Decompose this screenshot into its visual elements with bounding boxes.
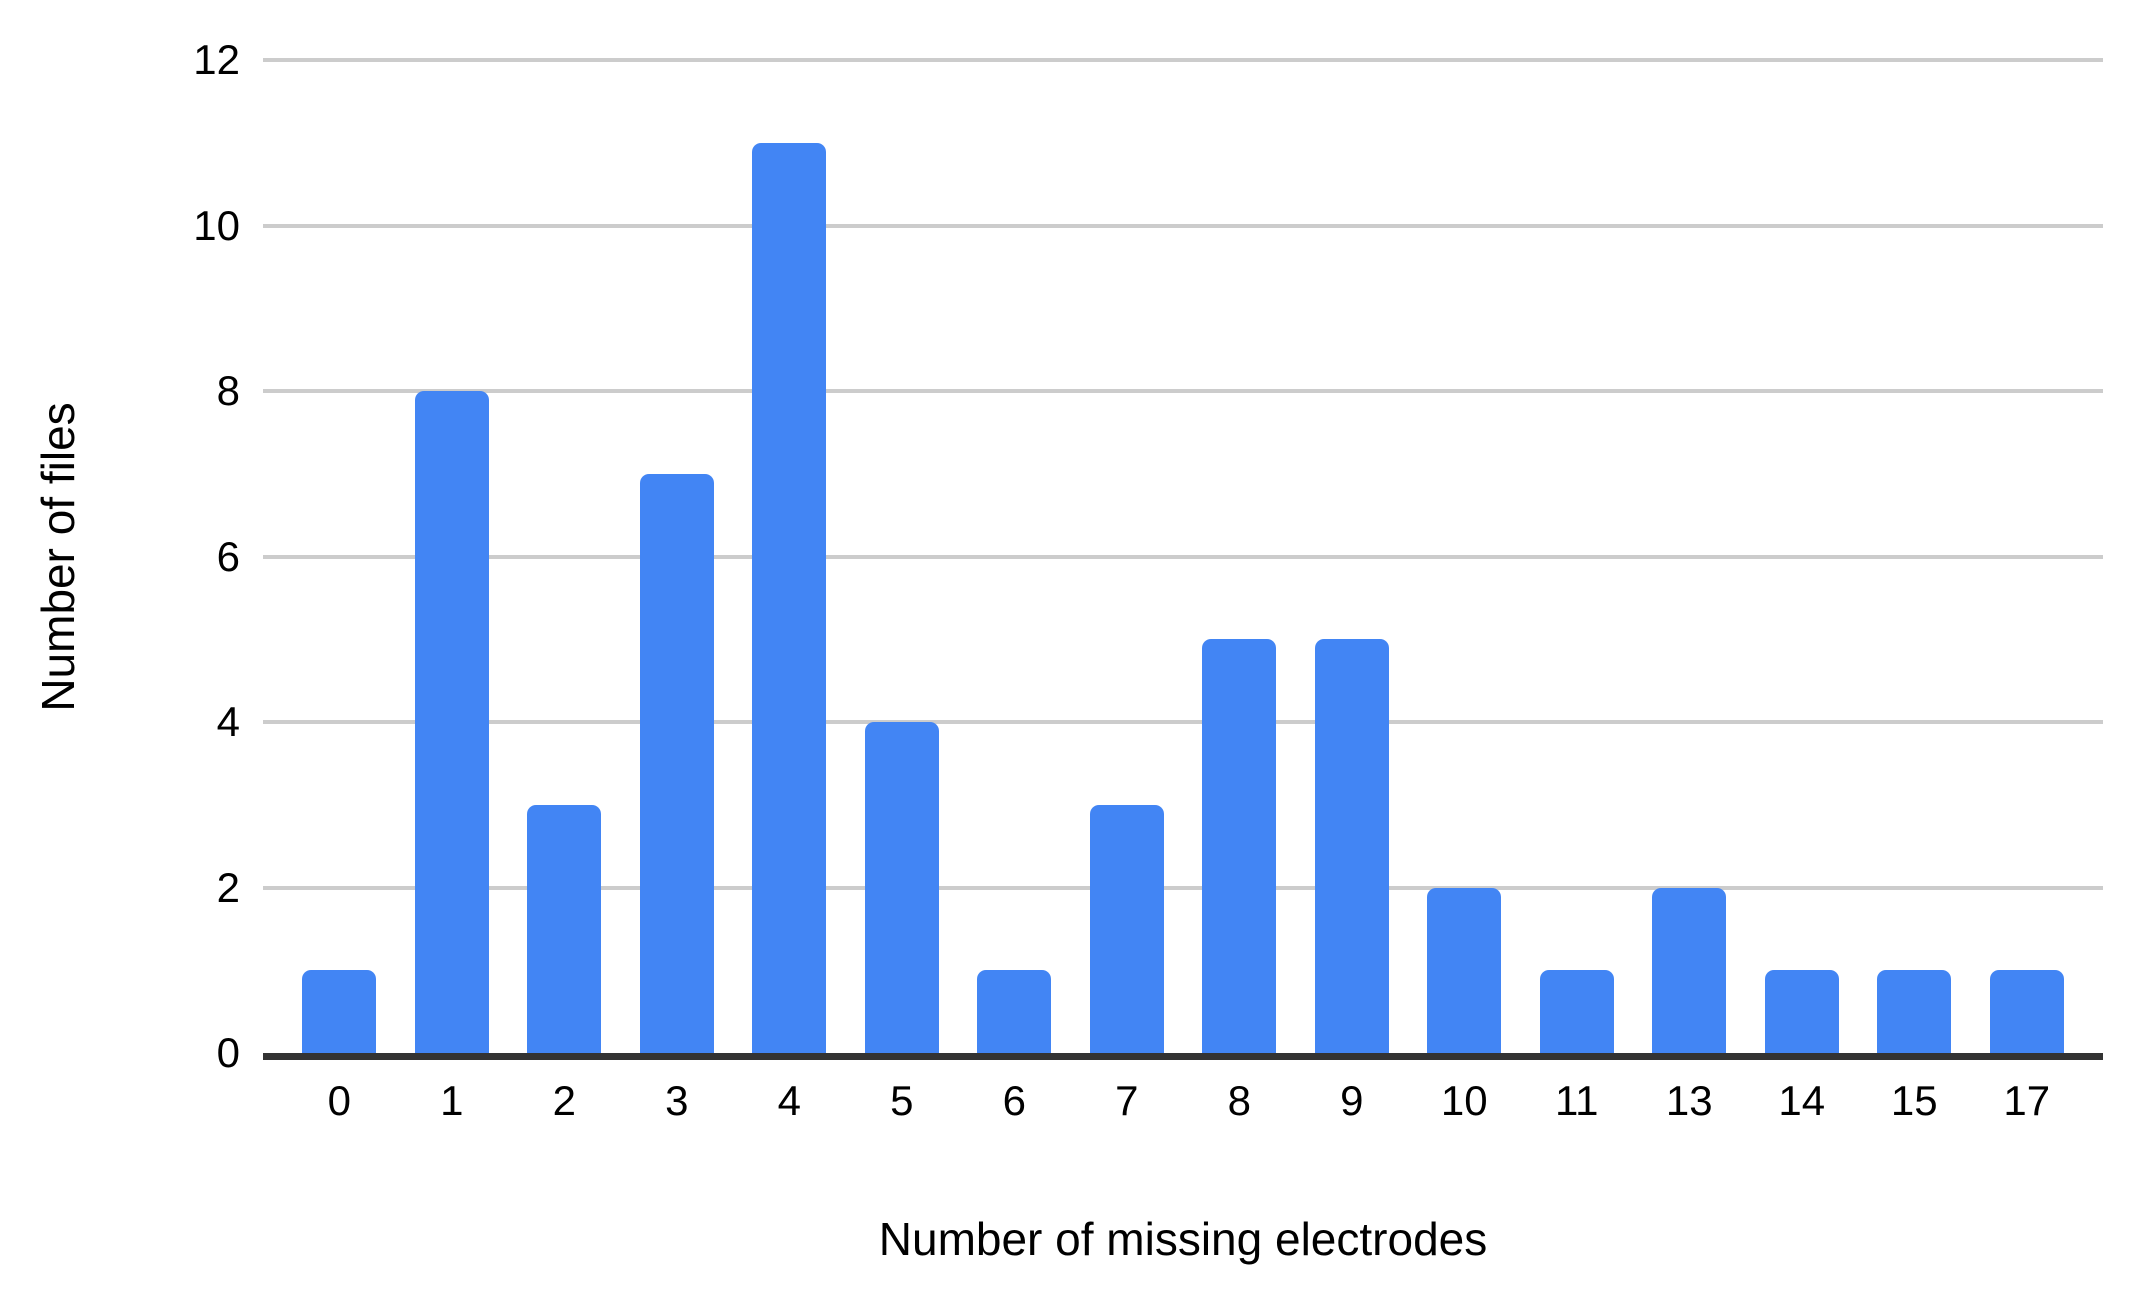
bar-slot xyxy=(1633,60,1746,1053)
x-tick-label: 5 xyxy=(890,1077,914,1124)
bar xyxy=(1089,804,1164,1053)
bar-slot xyxy=(1071,60,1184,1053)
gridline xyxy=(263,720,2103,725)
bar-slot xyxy=(621,60,734,1053)
bar xyxy=(1314,639,1389,1053)
bar xyxy=(302,970,377,1053)
x-tick-label: 3 xyxy=(665,1077,689,1124)
bar-slot xyxy=(1858,60,1971,1053)
gridline xyxy=(263,223,2103,228)
y-tick-label: 6 xyxy=(216,532,240,580)
x-tick-label: 9 xyxy=(1340,1077,1364,1124)
bar xyxy=(414,391,489,1053)
bar xyxy=(1427,887,1502,1053)
bar xyxy=(1877,970,1952,1053)
bar xyxy=(1764,970,1839,1053)
bar-slot xyxy=(1971,60,2084,1053)
bar-slot xyxy=(396,60,509,1053)
x-tick-label: 8 xyxy=(1227,1077,1251,1124)
gridline xyxy=(263,389,2103,394)
x-tick-label: 11 xyxy=(1554,1077,1599,1124)
bar xyxy=(1989,970,2064,1053)
x-tick-label: 15 xyxy=(1890,1077,1938,1124)
x-tick-label: 4 xyxy=(777,1077,801,1124)
x-tick-label: 13 xyxy=(1665,1077,1713,1124)
bar-slot xyxy=(1521,60,1634,1053)
bar-slot xyxy=(1296,60,1409,1053)
x-tick-label: 14 xyxy=(1778,1077,1826,1124)
x-axis-ticks: 0 1 2 3 4 5 6 7 8 9 10 11 13 14 15 17 xyxy=(283,1078,2083,1124)
bar-slot xyxy=(1746,60,1859,1053)
x-tick-label: 6 xyxy=(1002,1077,1026,1124)
bar xyxy=(1202,639,1277,1053)
bar-slot xyxy=(1183,60,1296,1053)
bar xyxy=(864,722,939,1053)
y-tick-label: 4 xyxy=(216,698,240,745)
bar-slot xyxy=(1408,60,1521,1053)
y-tick-label: 2 xyxy=(216,863,240,911)
bar-slot xyxy=(283,60,396,1053)
bar-slot xyxy=(508,60,621,1053)
bars-row xyxy=(283,60,2083,1053)
y-axis-ticks: 0 2 4 6 8 10 12 xyxy=(0,39,240,1074)
x-tick-label: 0 xyxy=(327,1077,351,1124)
bar-slot xyxy=(958,60,1071,1053)
y-tick-label: 10 xyxy=(193,201,240,249)
x-axis-line xyxy=(263,1053,2103,1060)
x-tick-label: 17 xyxy=(2003,1077,2051,1124)
x-tick-label: 7 xyxy=(1115,1077,1139,1124)
gridline xyxy=(263,554,2103,559)
gridline xyxy=(263,885,2103,890)
y-tick-label: 8 xyxy=(216,367,240,414)
x-tick-label: 10 xyxy=(1440,1077,1488,1124)
bar xyxy=(1652,887,1727,1053)
y-tick-label: 12 xyxy=(193,36,240,83)
x-tick-label: 2 xyxy=(552,1077,576,1124)
x-tick-label: 1 xyxy=(440,1077,464,1124)
bar-slot xyxy=(733,60,846,1053)
plot-area xyxy=(263,58,2103,1053)
bar-slot xyxy=(846,60,959,1053)
bar xyxy=(1539,970,1614,1053)
bar xyxy=(527,804,602,1053)
x-axis-title: Number of missing electrodes xyxy=(878,1213,1488,1265)
gridline xyxy=(263,58,2103,62)
bar xyxy=(639,473,714,1053)
bar xyxy=(977,970,1052,1053)
bar xyxy=(752,142,827,1053)
y-tick-label: 0 xyxy=(216,1029,240,1076)
